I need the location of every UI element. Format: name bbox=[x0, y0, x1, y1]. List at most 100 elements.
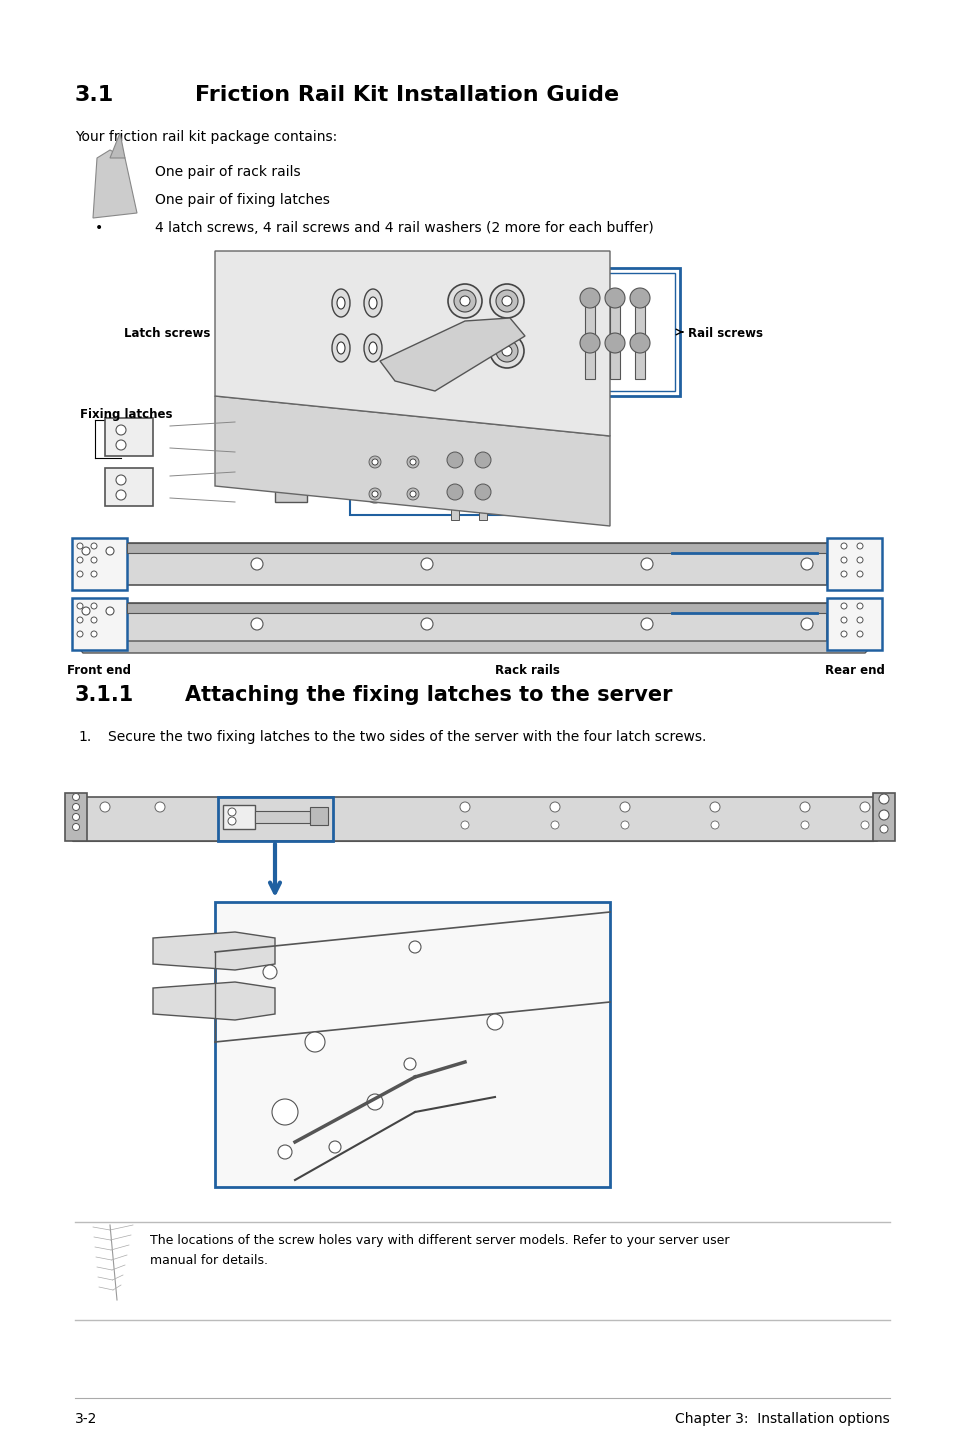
Circle shape bbox=[272, 1099, 297, 1125]
Circle shape bbox=[420, 618, 433, 630]
Bar bbox=[71, 538, 127, 590]
Circle shape bbox=[490, 283, 523, 318]
Circle shape bbox=[403, 1058, 416, 1070]
Circle shape bbox=[475, 485, 491, 500]
Circle shape bbox=[800, 802, 809, 812]
Circle shape bbox=[72, 824, 79, 831]
Circle shape bbox=[91, 557, 97, 564]
Circle shape bbox=[604, 288, 624, 308]
Polygon shape bbox=[110, 132, 125, 158]
Bar bbox=[451, 498, 458, 521]
Circle shape bbox=[448, 334, 481, 368]
Bar bbox=[223, 805, 254, 828]
Bar bbox=[274, 421, 307, 452]
Polygon shape bbox=[214, 252, 609, 436]
Ellipse shape bbox=[364, 334, 381, 362]
Circle shape bbox=[859, 802, 869, 812]
Bar bbox=[298, 273, 418, 391]
Polygon shape bbox=[152, 932, 274, 971]
Circle shape bbox=[91, 544, 97, 549]
Polygon shape bbox=[379, 318, 524, 391]
Bar bbox=[65, 792, 87, 841]
Bar bbox=[214, 902, 609, 1186]
Circle shape bbox=[801, 821, 808, 828]
Circle shape bbox=[369, 456, 380, 467]
Ellipse shape bbox=[332, 334, 350, 362]
Circle shape bbox=[841, 557, 846, 564]
Bar bbox=[872, 792, 894, 841]
Bar bbox=[826, 538, 882, 590]
Circle shape bbox=[801, 558, 812, 569]
Circle shape bbox=[579, 288, 599, 308]
Bar bbox=[635, 351, 644, 380]
Circle shape bbox=[861, 821, 868, 828]
Bar bbox=[609, 306, 619, 341]
Bar bbox=[478, 466, 486, 487]
Circle shape bbox=[366, 453, 384, 472]
Circle shape bbox=[116, 426, 126, 436]
Text: 3-2: 3-2 bbox=[75, 1412, 97, 1426]
Circle shape bbox=[263, 965, 276, 979]
Circle shape bbox=[856, 617, 862, 623]
Bar bbox=[218, 797, 333, 841]
Circle shape bbox=[82, 546, 90, 555]
Circle shape bbox=[640, 618, 652, 630]
Ellipse shape bbox=[336, 298, 345, 309]
Circle shape bbox=[410, 459, 416, 464]
Circle shape bbox=[841, 603, 846, 610]
Polygon shape bbox=[152, 982, 274, 1020]
Circle shape bbox=[709, 802, 720, 812]
Circle shape bbox=[420, 558, 433, 569]
Circle shape bbox=[841, 544, 846, 549]
Text: Rail Washers: Rail Washers bbox=[443, 255, 530, 267]
Text: Rear end: Rear end bbox=[824, 664, 884, 677]
Circle shape bbox=[841, 631, 846, 637]
Circle shape bbox=[82, 607, 90, 615]
Text: One pair of fixing latches: One pair of fixing latches bbox=[154, 193, 330, 207]
Bar bbox=[274, 472, 307, 502]
Bar bbox=[427, 273, 546, 391]
Text: 3.1.1: 3.1.1 bbox=[75, 684, 134, 705]
Circle shape bbox=[251, 558, 263, 569]
Circle shape bbox=[454, 339, 476, 362]
Text: One pair of rack rails: One pair of rack rails bbox=[154, 165, 300, 178]
Polygon shape bbox=[92, 150, 137, 219]
Circle shape bbox=[154, 802, 165, 812]
Bar bbox=[127, 544, 826, 585]
Circle shape bbox=[878, 810, 888, 820]
Bar bbox=[555, 273, 675, 391]
Text: Fixing latches: Fixing latches bbox=[80, 408, 172, 421]
Text: Rack rails: Rack rails bbox=[494, 664, 558, 677]
Circle shape bbox=[447, 485, 462, 500]
Circle shape bbox=[579, 334, 599, 352]
Circle shape bbox=[496, 290, 517, 312]
Circle shape bbox=[459, 296, 470, 306]
Circle shape bbox=[116, 440, 126, 450]
Circle shape bbox=[77, 603, 83, 610]
Circle shape bbox=[91, 571, 97, 577]
Ellipse shape bbox=[332, 289, 350, 316]
Circle shape bbox=[459, 802, 470, 812]
Circle shape bbox=[277, 1145, 292, 1159]
Circle shape bbox=[228, 817, 235, 825]
Circle shape bbox=[475, 452, 491, 467]
Circle shape bbox=[77, 617, 83, 623]
Circle shape bbox=[410, 490, 416, 498]
Circle shape bbox=[841, 571, 846, 577]
Circle shape bbox=[100, 802, 110, 812]
Circle shape bbox=[710, 821, 719, 828]
Circle shape bbox=[856, 603, 862, 610]
Circle shape bbox=[77, 544, 83, 549]
Text: 3.1: 3.1 bbox=[75, 85, 114, 105]
Circle shape bbox=[77, 631, 83, 637]
Circle shape bbox=[620, 821, 628, 828]
Circle shape bbox=[841, 617, 846, 623]
Bar bbox=[584, 306, 595, 341]
Text: Rail screws: Rail screws bbox=[687, 326, 762, 339]
Circle shape bbox=[878, 794, 888, 804]
Text: 1.: 1. bbox=[78, 731, 91, 743]
Circle shape bbox=[604, 334, 624, 352]
Bar bbox=[294, 267, 679, 395]
Circle shape bbox=[551, 821, 558, 828]
Polygon shape bbox=[73, 641, 876, 653]
